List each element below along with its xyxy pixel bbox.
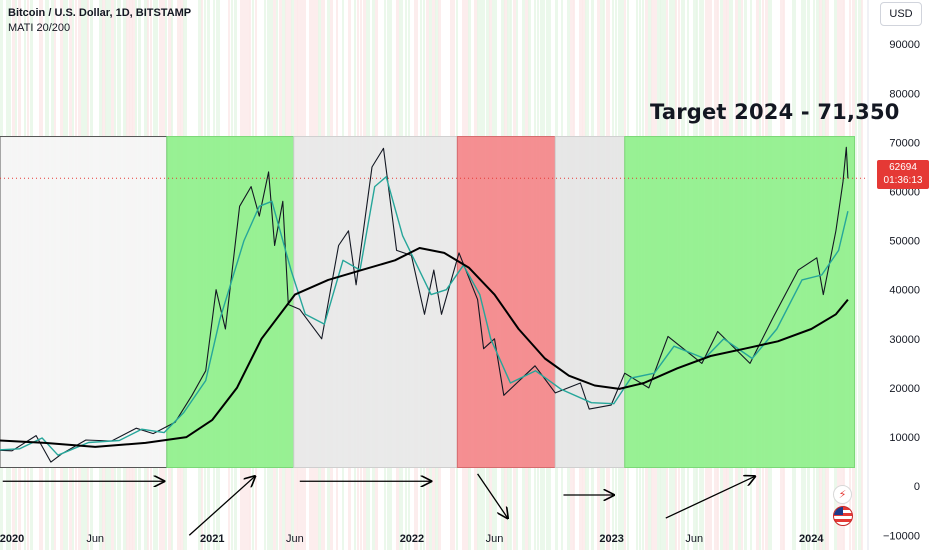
ma200-series	[0, 247, 849, 448]
phase-region-4	[456, 136, 556, 468]
x-tick-label: 2022	[400, 533, 424, 545]
y-tick-label: 90000	[889, 39, 920, 51]
x-tick-label: Jun	[486, 533, 504, 545]
phase-region-5	[554, 136, 626, 468]
y-tick-label: 0	[914, 481, 920, 493]
phase-regions	[0, 136, 856, 468]
bg-stripe	[861, 0, 863, 550]
x-axis-ticks[interactable]: 2020 Jun 2021 Jun 2022 Jun 2023 Jun 2024	[0, 533, 824, 545]
y-tick-label: −10000	[883, 530, 920, 542]
bg-stripe	[855, 0, 857, 550]
phase-region-6	[624, 136, 856, 468]
phase-region-2	[166, 136, 295, 468]
bg-stripe	[858, 0, 862, 550]
y-axis-ticks[interactable]: 90000 80000 70000 60000 50000 40000 30000 20000…	[883, 39, 920, 542]
x-tick-label: 2020	[0, 533, 24, 545]
y-tick-label: 50000	[889, 236, 920, 248]
x-tick-label: 2021	[200, 533, 224, 545]
last-price-tag: 62694 01:36:13	[877, 160, 929, 189]
y-tick-label: 30000	[889, 334, 920, 346]
y-tick-label: 20000	[889, 383, 920, 395]
bar-countdown: 01:36:13	[883, 175, 923, 186]
arrow-up-2	[188, 476, 255, 536]
y-tick-label: 40000	[889, 285, 920, 297]
y-tick-label: 70000	[889, 137, 920, 149]
y-tick-label: 10000	[889, 432, 920, 444]
arrow-up-6	[665, 476, 755, 519]
x-tick-label: 2024	[799, 533, 824, 545]
x-tick-label: 2023	[599, 533, 623, 545]
phase-region-1	[0, 136, 168, 468]
currency-button[interactable]: USD	[880, 2, 922, 26]
y-tick-label: 60000	[889, 187, 920, 199]
phase-region-3	[293, 136, 458, 468]
symbol-title: Bitcoin / U.S. Dollar, 1D, BITSTAMP	[8, 7, 192, 19]
ma20-series	[0, 176, 849, 456]
series-lines	[0, 146, 866, 463]
phase-arrows	[2, 473, 755, 536]
flash-icon[interactable]: ⚡	[833, 485, 852, 504]
price-series	[0, 146, 849, 463]
x-tick-label: Jun	[86, 533, 104, 545]
us-flag-icon[interactable]	[833, 506, 853, 526]
target-annotation: Target 2024 - 71,350	[650, 100, 900, 124]
x-tick-label: Jun	[286, 533, 304, 545]
x-tick-label: Jun	[685, 533, 703, 545]
indicator-label[interactable]: MATI 20/200	[8, 22, 71, 34]
arrow-down-4	[477, 473, 508, 518]
last-price-value: 62694	[889, 162, 917, 173]
y-tick-label: 80000	[889, 88, 920, 100]
